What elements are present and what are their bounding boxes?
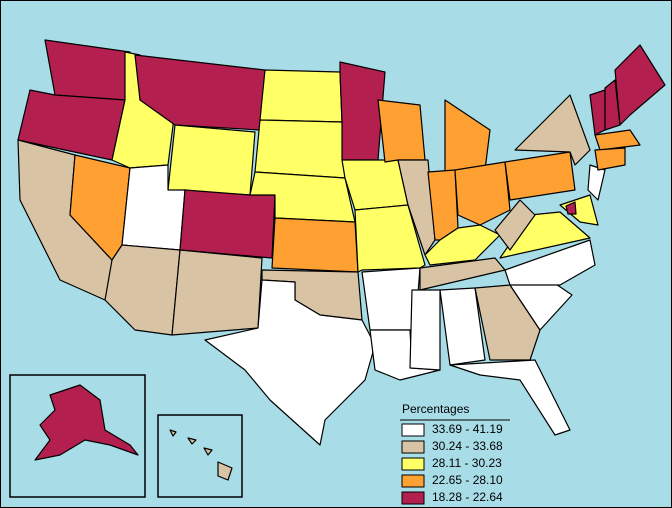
legend-swatch <box>401 474 425 488</box>
state <box>594 129 641 151</box>
state <box>169 429 177 437</box>
state <box>187 437 197 445</box>
state <box>271 217 359 273</box>
legend: Percentages 33.69 - 41.19 30.24 - 33.68 28… <box>400 402 510 505</box>
state <box>134 54 266 131</box>
state <box>494 199 536 251</box>
state <box>179 189 276 259</box>
legend-swatch <box>401 457 425 471</box>
legend-swatch <box>401 423 425 437</box>
state <box>409 289 441 371</box>
state <box>203 447 213 456</box>
state <box>439 287 486 366</box>
state <box>614 44 666 126</box>
state <box>339 61 386 161</box>
legend-swatch <box>401 440 425 454</box>
state <box>259 69 343 123</box>
legend-label: 28.11 - 30.23 <box>432 456 502 470</box>
state <box>449 359 571 436</box>
state <box>167 124 256 196</box>
state <box>474 284 541 361</box>
state <box>424 224 501 266</box>
state <box>377 99 426 163</box>
state <box>565 201 577 215</box>
state <box>454 161 511 226</box>
legend-label: 22.65 - 28.10 <box>432 473 503 487</box>
legend-label: 30.24 - 33.68 <box>432 439 503 453</box>
states <box>9 39 666 498</box>
state <box>217 461 233 481</box>
state <box>34 384 139 461</box>
state <box>397 159 436 256</box>
legend-label: 33.69 - 41.19 <box>432 422 503 436</box>
state <box>504 239 596 286</box>
state <box>594 147 626 171</box>
legend-title: Percentages <box>402 402 469 416</box>
legend-swatch <box>401 491 425 505</box>
state <box>254 119 346 179</box>
state <box>504 151 576 201</box>
state <box>514 94 591 166</box>
legend-label: 18.28 - 22.64 <box>432 490 503 504</box>
state <box>171 249 263 336</box>
state <box>559 194 599 226</box>
state <box>204 279 376 446</box>
